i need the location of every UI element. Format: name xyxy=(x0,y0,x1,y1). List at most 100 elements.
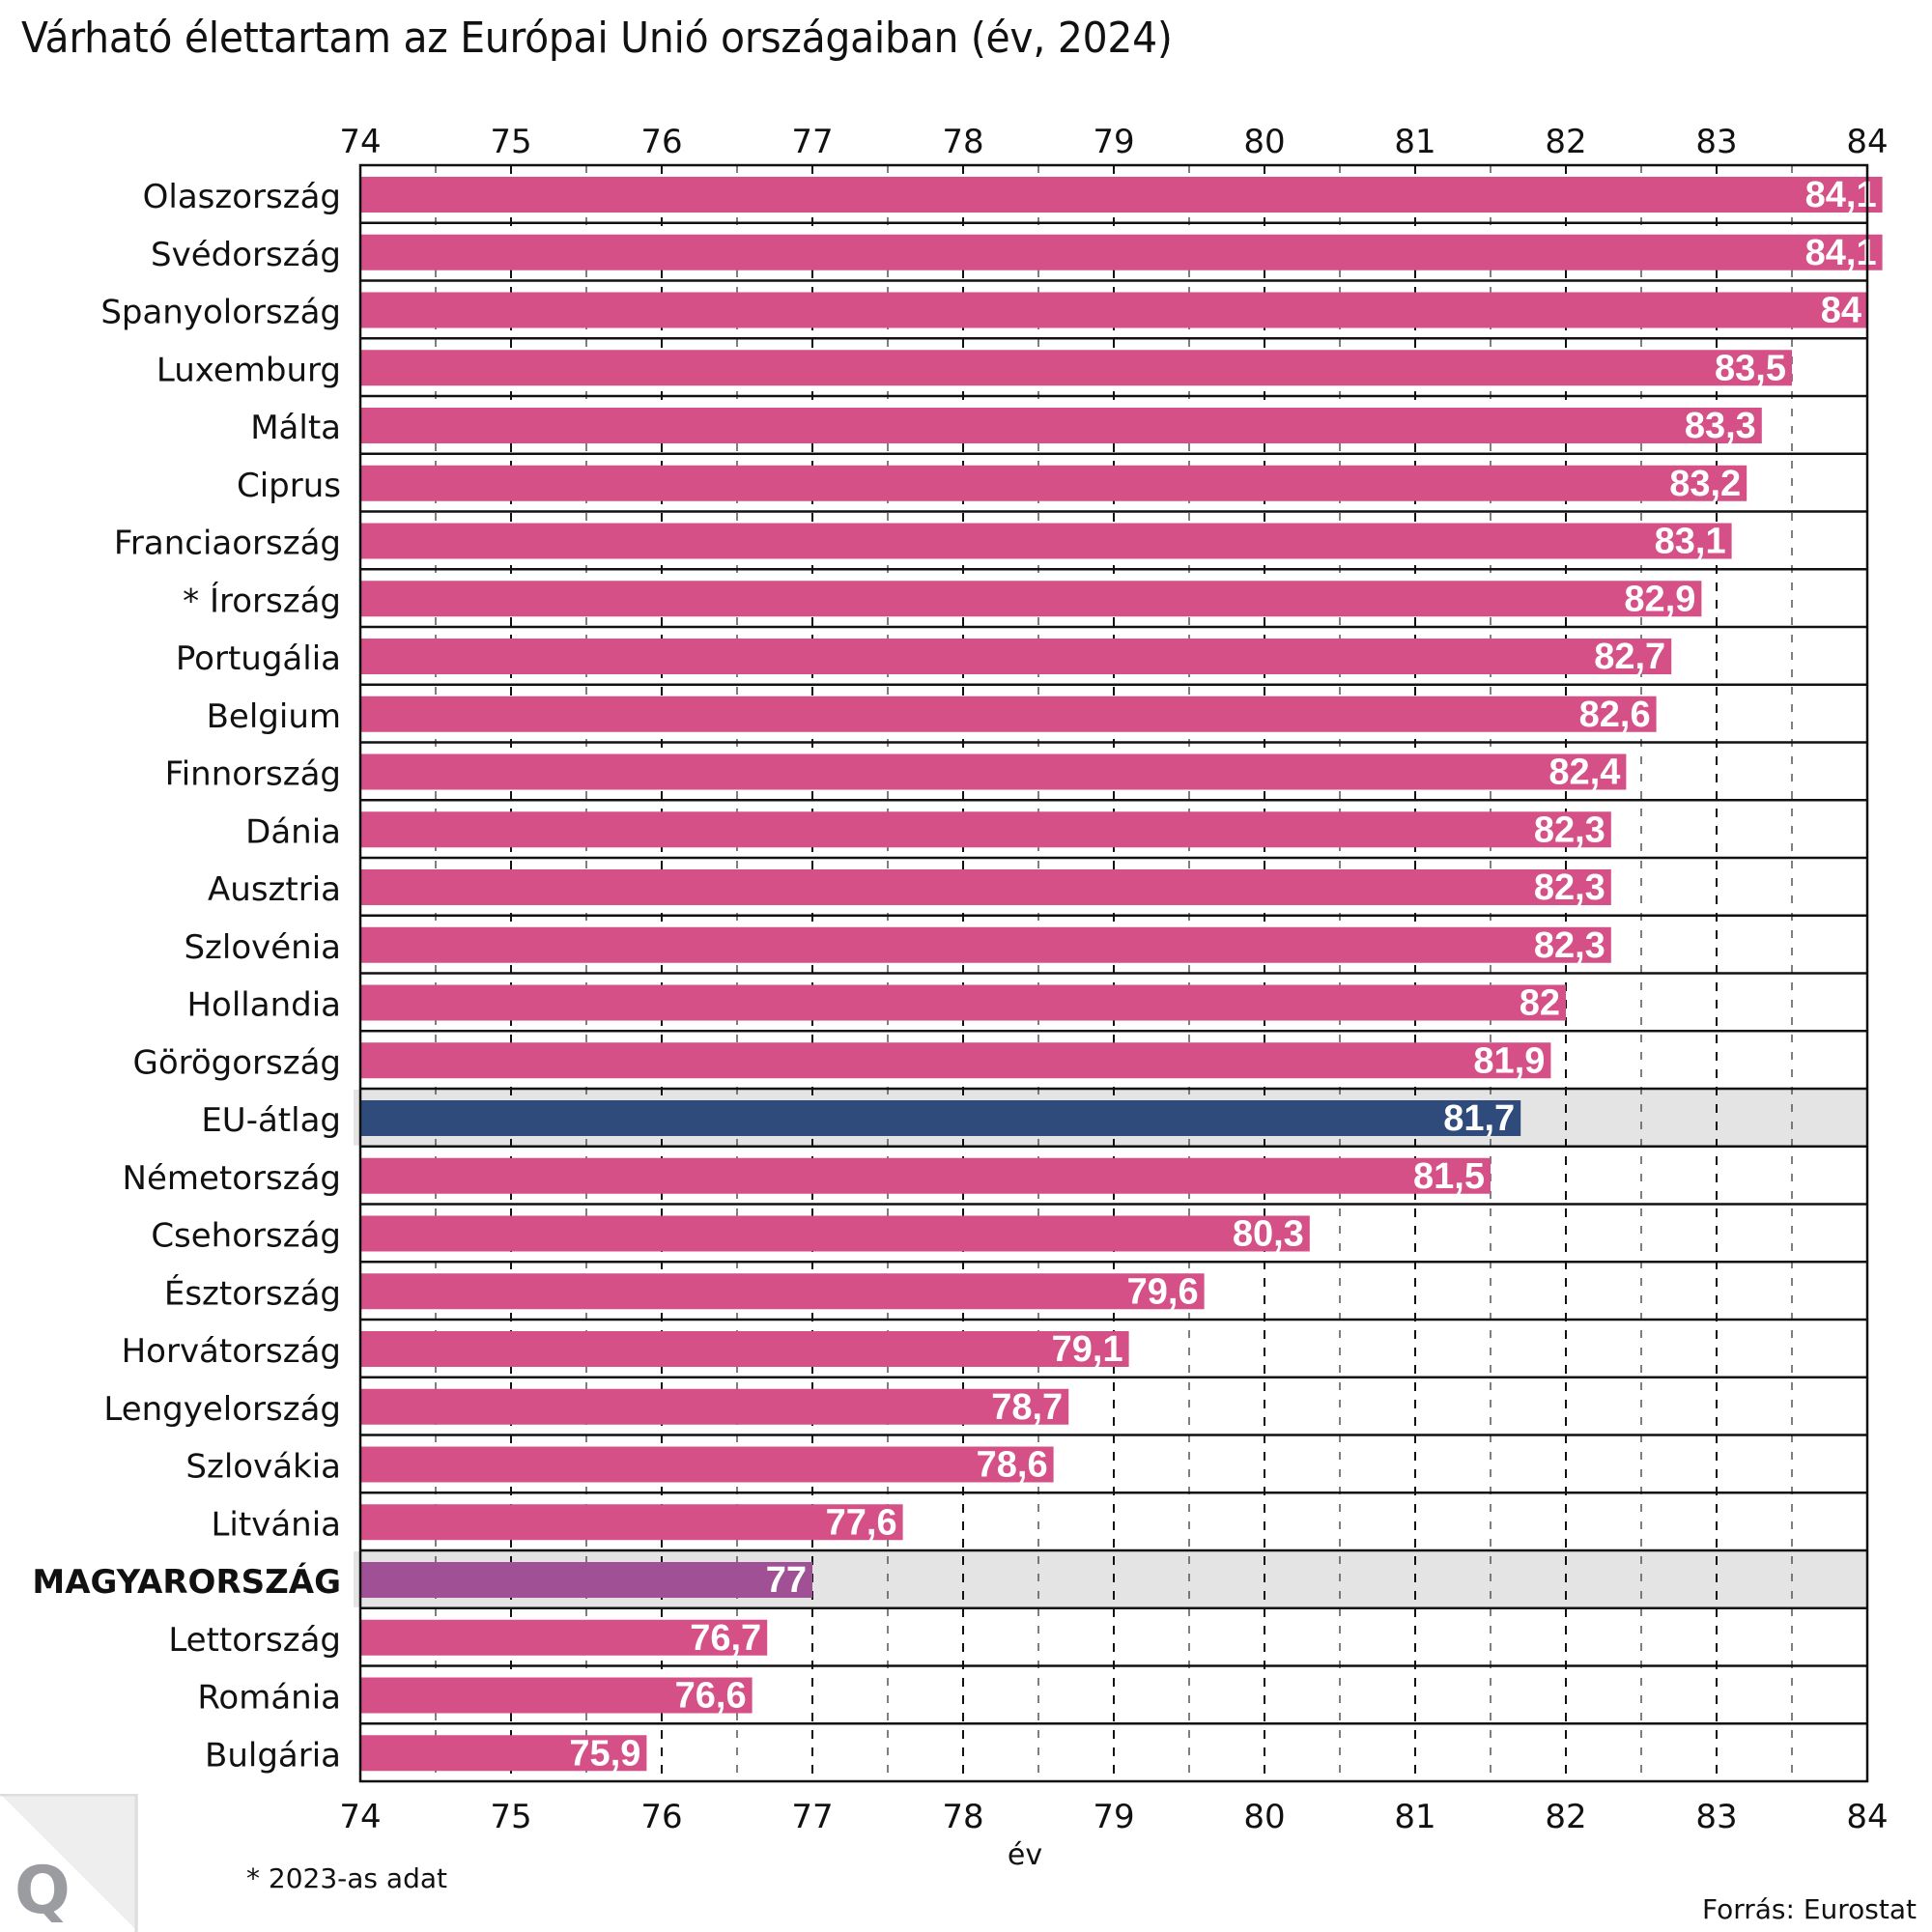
value-label: 79,1 xyxy=(1052,1329,1123,1370)
tick-label-bottom: 74 xyxy=(339,1798,381,1836)
value-label: 82,3 xyxy=(1534,810,1605,850)
value-label: 83,3 xyxy=(1685,406,1756,446)
tick-label-top: 79 xyxy=(1093,123,1134,161)
footnote: * 2023-as adat xyxy=(246,1862,447,1894)
category-labels: Olaszország Svédország Spanyolország Luxemb… xyxy=(32,178,341,1775)
tick-label-bottom: 75 xyxy=(490,1798,531,1836)
tick-label-bottom: 77 xyxy=(791,1798,833,1836)
tick-label-top: 80 xyxy=(1243,123,1285,161)
value-label: 76,6 xyxy=(675,1676,747,1717)
value-label: 77,6 xyxy=(826,1502,897,1543)
bar xyxy=(360,1331,1129,1367)
bar xyxy=(360,1735,647,1772)
bar xyxy=(360,350,1792,386)
bar xyxy=(360,639,1672,674)
bar xyxy=(360,1100,1521,1136)
tick-label-top: 77 xyxy=(791,123,833,161)
value-label: 82,3 xyxy=(1534,867,1605,908)
bar xyxy=(360,465,1747,501)
tick-label-top: 74 xyxy=(339,123,381,161)
value-label: 82,6 xyxy=(1579,695,1651,735)
category-label: Finnország xyxy=(165,755,341,794)
category-label: Olaszország xyxy=(143,178,341,216)
category-label: Románia xyxy=(197,1679,341,1718)
bar xyxy=(360,1215,1310,1252)
category-label: Belgium xyxy=(207,697,341,736)
category-label: Hollandia xyxy=(186,986,341,1025)
value-label: 84 xyxy=(1821,291,1861,331)
bar xyxy=(360,234,1883,270)
value-label: 81,5 xyxy=(1413,1156,1485,1197)
bar xyxy=(360,581,1702,617)
value-label: 78,7 xyxy=(991,1387,1063,1428)
value-label: 81,7 xyxy=(1443,1098,1515,1139)
category-label: Bulgária xyxy=(205,1736,341,1775)
bar xyxy=(360,1157,1491,1194)
category-label: Ausztria xyxy=(208,870,341,909)
value-label: 82,3 xyxy=(1534,925,1605,966)
bar xyxy=(360,1446,1054,1483)
category-label: Horvátország xyxy=(122,1332,341,1371)
tick-label-top: 84 xyxy=(1846,123,1888,161)
value-label: 76,7 xyxy=(690,1618,761,1659)
category-label: Dánia xyxy=(245,812,341,851)
category-label: Portugália xyxy=(176,639,341,678)
logo-letter: Q xyxy=(14,1853,71,1929)
bar xyxy=(360,696,1657,732)
value-label: 82 xyxy=(1520,983,1560,1024)
category-label: Málta xyxy=(250,409,341,447)
bar xyxy=(360,1273,1205,1310)
category-label: Ciprus xyxy=(237,467,341,505)
value-label: 82,9 xyxy=(1624,579,1695,619)
row-separators xyxy=(360,221,1867,1725)
value-label: 84,1 xyxy=(1805,233,1877,273)
category-label: Szlovákia xyxy=(185,1448,341,1487)
value-label: 79,6 xyxy=(1127,1271,1199,1312)
tick-label-bottom: 84 xyxy=(1846,1798,1888,1836)
value-label: 82,4 xyxy=(1548,753,1620,793)
tick-label-top: 76 xyxy=(640,123,682,161)
value-label: 83,5 xyxy=(1715,348,1786,388)
bars xyxy=(360,177,1883,1772)
category-label: * Írország xyxy=(183,581,341,620)
bar xyxy=(360,811,1611,848)
tick-label-top: 83 xyxy=(1695,123,1737,161)
bar xyxy=(360,869,1611,905)
value-label: 78,6 xyxy=(977,1445,1048,1486)
category-label: Lettország xyxy=(168,1621,341,1660)
value-label: 77 xyxy=(766,1560,807,1601)
category-label: Franciaország xyxy=(114,525,341,563)
tick-label-top: 82 xyxy=(1545,123,1586,161)
category-label: Luxemburg xyxy=(156,351,341,389)
category-label: Észtország xyxy=(164,1273,341,1313)
tick-label-bottom: 83 xyxy=(1695,1798,1737,1836)
bar xyxy=(360,1388,1069,1425)
value-label: 83,2 xyxy=(1669,464,1741,504)
tick-label-bottom: 82 xyxy=(1545,1798,1586,1836)
tick-label-bottom: 80 xyxy=(1243,1798,1285,1836)
bar xyxy=(360,523,1732,559)
bar xyxy=(360,408,1762,443)
source-note: Forrás: Eurostat xyxy=(1701,1893,1917,1925)
value-label: 83,1 xyxy=(1655,522,1726,562)
category-label: Lengyelország xyxy=(103,1390,341,1429)
bar xyxy=(360,926,1611,963)
category-label: Litvánia xyxy=(211,1505,341,1544)
tick-label-bottom: 76 xyxy=(640,1798,682,1836)
category-label: Spanyolország xyxy=(100,294,341,332)
x-axis-title: év xyxy=(1008,1838,1042,1872)
bar xyxy=(360,1562,812,1598)
bar xyxy=(360,292,1867,328)
value-label: 80,3 xyxy=(1233,1214,1304,1255)
bar xyxy=(360,177,1883,213)
tick-label-bottom: 79 xyxy=(1093,1798,1134,1836)
category-label: MAGYARORSZÁG xyxy=(32,1562,341,1602)
tick-label-top: 81 xyxy=(1394,123,1435,161)
value-label: 84,1 xyxy=(1805,175,1877,215)
value-labels: 84,1 84,1 84 83,5 83,3 83,2 83,1 82,9 82,7 82,6 82… xyxy=(569,175,1876,1774)
tick-label-top: 75 xyxy=(490,123,531,161)
category-label: Svédország xyxy=(151,236,341,274)
bar xyxy=(360,1677,753,1714)
chart-title: Várható élettartam az Európai Unió orszá… xyxy=(21,14,1173,63)
category-label: Csehország xyxy=(151,1217,341,1256)
